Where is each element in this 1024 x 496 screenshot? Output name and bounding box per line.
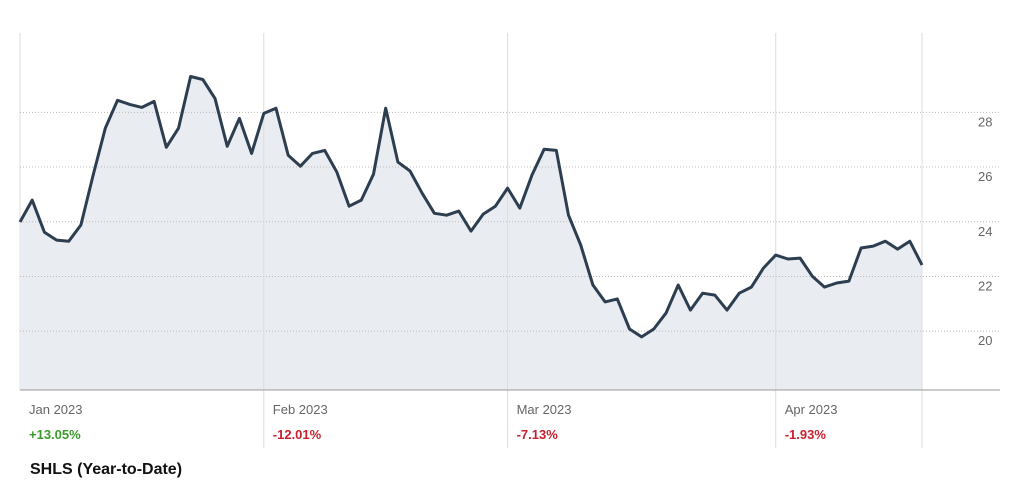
y-tick-label: 28 [978, 114, 992, 129]
area-fill [20, 76, 922, 390]
x-tick-label: Jan 2023 [29, 402, 83, 417]
period-change: -7.13% [517, 427, 559, 442]
period-change: +13.05% [29, 427, 81, 442]
price-line [18, 75, 924, 339]
chart-title: SHLS (Year-to-Date) [30, 461, 182, 478]
period-change: -1.93% [785, 427, 827, 442]
x-tick-label: Apr 2023 [785, 402, 838, 417]
x-tick-label: Feb 2023 [273, 402, 328, 417]
y-tick-label: 26 [978, 169, 992, 184]
y-tick-label: 24 [978, 224, 992, 239]
period-change: -12.01% [273, 427, 322, 442]
x-tick-label: Mar 2023 [517, 402, 572, 417]
y-tick-label: 22 [978, 278, 992, 293]
y-tick-label: 20 [978, 333, 992, 348]
